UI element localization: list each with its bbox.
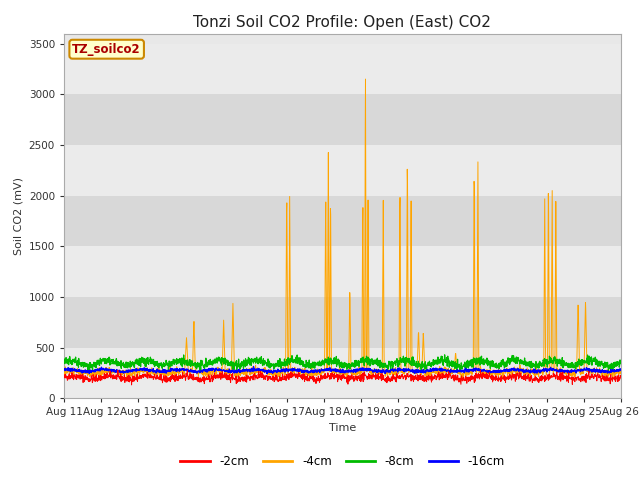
Bar [64, 348, 621, 398]
Bar [64, 246, 621, 297]
Y-axis label: Soil CO2 (mV): Soil CO2 (mV) [13, 177, 23, 255]
Text: TZ_soilco2: TZ_soilco2 [72, 43, 141, 56]
Bar [64, 145, 621, 196]
Title: Tonzi Soil CO2 Profile: Open (East) CO2: Tonzi Soil CO2 Profile: Open (East) CO2 [193, 15, 492, 30]
Bar [64, 196, 621, 246]
Legend: -2cm, -4cm, -8cm, -16cm: -2cm, -4cm, -8cm, -16cm [175, 450, 509, 473]
X-axis label: Time: Time [329, 423, 356, 433]
Bar [64, 95, 621, 145]
Bar [64, 44, 621, 95]
Bar [64, 297, 621, 348]
